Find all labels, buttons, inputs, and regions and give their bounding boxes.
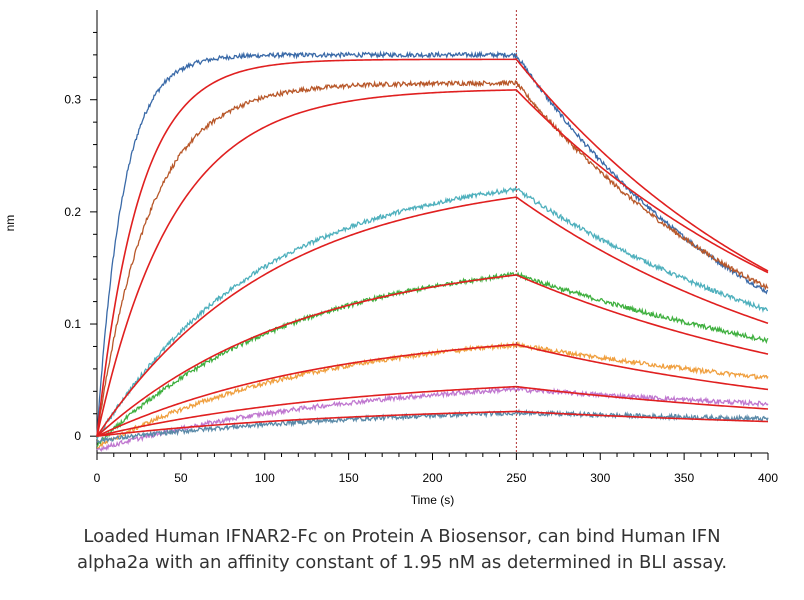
caption-line-2: alpha2a with an affinity constant of 1.9… — [76, 552, 728, 573]
fit-curve-5 — [96, 343, 769, 437]
fit-curves — [96, 58, 769, 437]
caption-line-1: Loaded Human IFNAR2-Fc on Protein A Bios… — [83, 526, 721, 547]
x-tick-label: 100 — [255, 471, 275, 485]
fit-curve-7 — [96, 410, 769, 437]
tick-labels: 0 50 100 150 200 250 300 350 400 0 0.1 0.2 0.3 — [64, 93, 778, 485]
x-axis-title: Time (s) — [411, 493, 455, 507]
axes — [90, 10, 769, 460]
data-series-2 — [96, 79, 769, 438]
x-tick-label: 400 — [758, 471, 778, 485]
data-series-5 — [96, 340, 769, 449]
data-series-6 — [96, 385, 769, 453]
fit-curve-4 — [96, 274, 769, 437]
x-tick-label: 50 — [174, 471, 188, 485]
x-tick-label: 200 — [422, 471, 442, 485]
data-series-1 — [96, 50, 769, 436]
y-tick-label: 0 — [74, 429, 81, 443]
x-tick-label: 150 — [339, 471, 359, 485]
fit-curve-3 — [96, 196, 769, 437]
data-series-3 — [96, 185, 769, 440]
x-tick-label: 250 — [506, 471, 526, 485]
figure-caption: Loaded Human IFNAR2-Fc on Protein A Bios… — [0, 524, 804, 576]
fit-curve-2 — [96, 89, 769, 437]
fit-curve-6 — [96, 385, 769, 437]
x-tick-label: 0 — [94, 471, 101, 485]
data-series-4 — [96, 271, 769, 447]
fit-curve-1 — [96, 58, 769, 437]
y-tick-label: 0.1 — [64, 317, 81, 331]
x-tick-label: 350 — [674, 471, 694, 485]
y-tick-label: 0.2 — [64, 205, 81, 219]
y-tick-label: 0.3 — [64, 93, 81, 107]
y-axis-title: nm — [3, 215, 17, 232]
bli-sensorgram-chart: 0 50 100 150 200 250 300 350 400 0 0.1 0.2 0.3 Time … — [3, 10, 778, 507]
x-tick-label: 300 — [590, 471, 610, 485]
